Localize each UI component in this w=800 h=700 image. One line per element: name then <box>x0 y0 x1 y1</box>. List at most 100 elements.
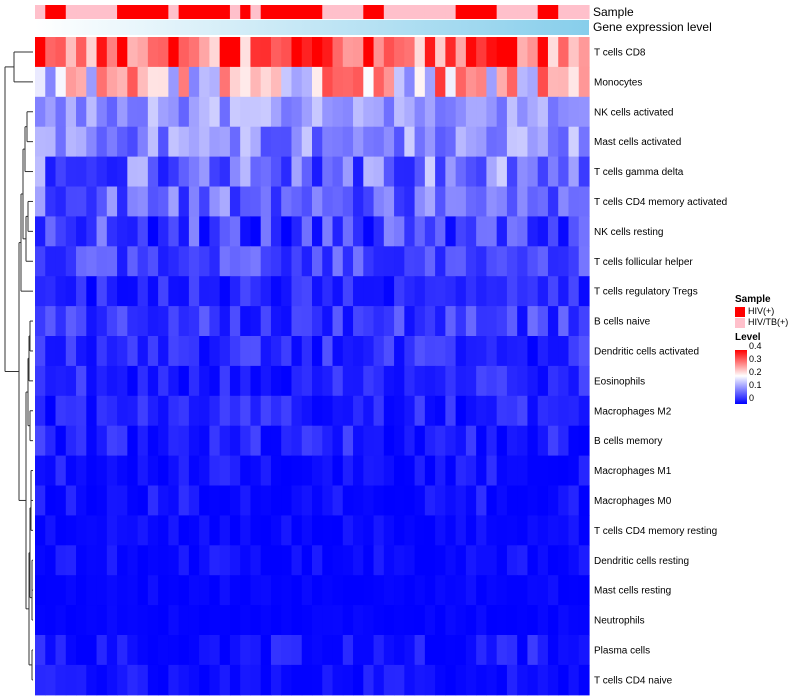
heatmap-cell <box>188 276 200 307</box>
heatmap-cell <box>445 37 457 68</box>
heatmap-cell <box>199 306 211 337</box>
heatmap-cell <box>517 66 529 98</box>
heatmap-cell <box>281 126 293 158</box>
heatmap-cell <box>578 455 590 487</box>
heatmap-cell <box>322 306 334 337</box>
heatmap-cell <box>486 96 498 128</box>
heatmap-cell <box>506 126 518 158</box>
heatmap-cell <box>312 605 323 636</box>
heatmap-cell <box>147 605 159 636</box>
heatmap-cell <box>435 96 446 128</box>
heatmap-cell <box>35 276 46 307</box>
heatmap-cell <box>424 37 436 68</box>
heatmap-cell <box>219 605 231 636</box>
heatmap-cell <box>250 395 262 427</box>
heatmap-cell <box>158 336 169 367</box>
heatmap-cell <box>76 425 87 457</box>
heatmap-cell <box>363 485 375 516</box>
heatmap-cell <box>270 365 282 397</box>
heatmap-cell <box>527 96 539 128</box>
heatmap-cell <box>209 575 221 606</box>
heatmap-cell <box>147 395 159 427</box>
heatmap-cell <box>332 575 344 606</box>
heatmap-cell <box>383 485 395 516</box>
heatmap-cell <box>455 664 467 696</box>
heatmap-cell <box>558 575 570 606</box>
heatmap-cell <box>250 336 262 367</box>
heatmap-cell <box>424 365 436 397</box>
heatmap-cell <box>281 156 293 188</box>
heatmap-cell <box>506 66 518 98</box>
heatmap-cell <box>106 216 118 247</box>
heatmap-cell <box>96 605 108 636</box>
heatmap-cell <box>486 246 498 277</box>
heatmap-cell <box>178 635 190 666</box>
heatmap-cell <box>353 336 364 367</box>
heatmap-cell <box>178 605 190 636</box>
heatmap-cell <box>332 455 344 487</box>
heatmap-cell <box>486 575 498 606</box>
heatmap-cell <box>219 96 231 128</box>
heatmap-cell <box>147 96 159 128</box>
heatmap-cell <box>35 126 46 158</box>
heatmap-cell <box>86 425 98 457</box>
heatmap-cell <box>537 246 549 277</box>
heatmap-cell <box>547 336 559 367</box>
heatmap-cell <box>229 126 241 158</box>
heatmap-cell <box>342 515 354 546</box>
heatmap-cell <box>127 156 139 188</box>
heatmap-cell <box>537 664 549 696</box>
heatmap-cell <box>55 365 67 397</box>
heatmap-cell <box>158 306 169 337</box>
heatmap-cell <box>86 455 98 487</box>
heatmap-cell <box>312 545 323 576</box>
heatmap-cell <box>106 605 118 636</box>
heatmap-cell <box>96 575 108 606</box>
heatmap-cell <box>353 156 364 188</box>
heatmap-cell <box>506 246 518 277</box>
heatmap-cell <box>486 545 498 576</box>
heatmap-cell <box>188 156 200 188</box>
heatmap-cell <box>363 66 375 98</box>
heatmap-cell <box>137 425 149 457</box>
heatmap-cell <box>291 635 303 666</box>
heatmap-cell <box>137 216 149 247</box>
heatmap-cell <box>219 246 231 277</box>
heatmap-cell <box>35 395 46 427</box>
heatmap-cell <box>168 605 180 636</box>
heatmap-cell <box>383 664 395 696</box>
row-label-9: B cells naive <box>594 317 651 328</box>
heatmap-cell <box>55 156 67 188</box>
level-tick-0.2: 0.2 <box>749 367 762 377</box>
expression-gradient-bar <box>35 20 589 35</box>
heatmap-cell <box>270 126 282 158</box>
heatmap-cell <box>76 276 87 307</box>
heatmap-cell <box>199 485 211 516</box>
heatmap-cell <box>394 96 405 128</box>
heatmap-cell <box>404 156 416 188</box>
heatmap-cell <box>486 37 498 68</box>
heatmap-cell <box>527 336 539 367</box>
heatmap-cell <box>558 66 570 98</box>
heatmap-cell <box>353 276 364 307</box>
heatmap-cell <box>250 216 262 247</box>
heatmap-cell <box>414 66 426 98</box>
heatmap-cell <box>568 425 580 457</box>
heatmap-cell <box>260 425 272 457</box>
heatmap-cell <box>291 455 303 487</box>
heatmap-cell <box>465 336 477 367</box>
heatmap-cell <box>270 96 282 128</box>
sample-cell-10 <box>137 5 149 19</box>
heatmap-cell <box>209 37 221 68</box>
heatmap-cell <box>209 186 221 217</box>
heatmap-cell <box>455 126 467 158</box>
heatmap-cell <box>332 545 344 576</box>
heatmap-cell <box>106 635 118 666</box>
heatmap-cell <box>209 156 221 188</box>
heatmap-cell <box>65 455 77 487</box>
sample-cell-18 <box>219 5 231 19</box>
heatmap-cell <box>506 575 518 606</box>
heatmap-cell <box>322 515 334 546</box>
heatmap-cell <box>127 96 139 128</box>
heatmap-cell <box>455 246 467 277</box>
